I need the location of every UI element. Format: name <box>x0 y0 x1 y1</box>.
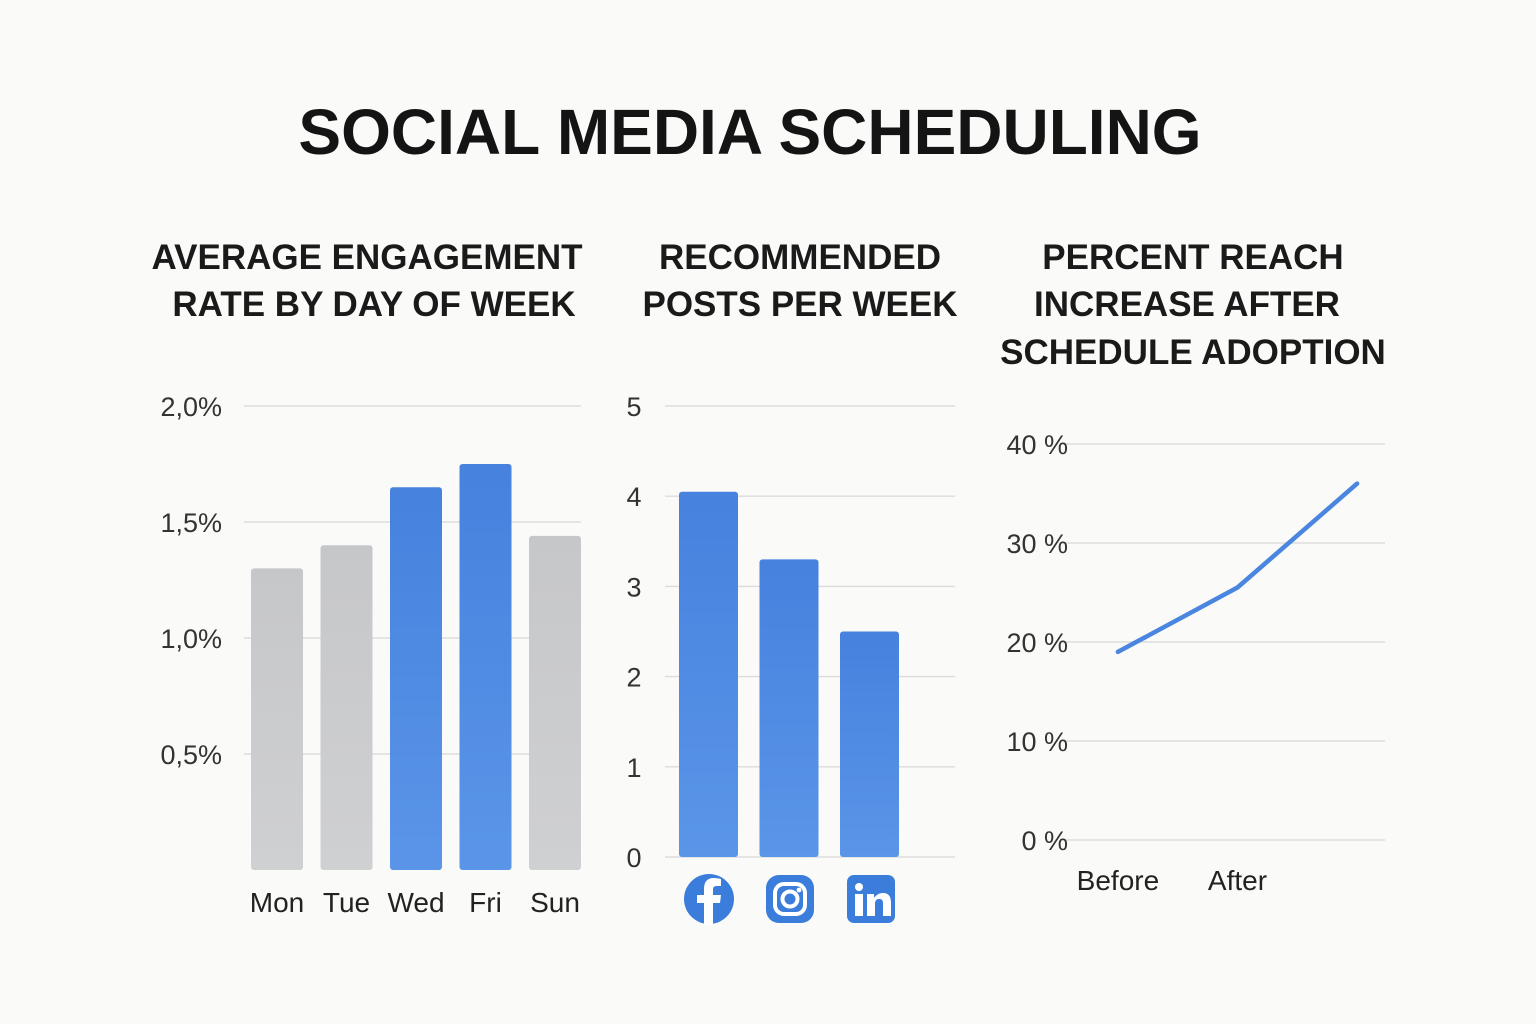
chart-title-line: POSTS PER WEEK <box>642 285 957 324</box>
reach-increase-chart: PERCENT REACH INCREASE AFTER SCHEDULE AD… <box>1000 238 1386 896</box>
chart-title-line: RATE BY DAY OF WEEK <box>172 285 575 324</box>
engagement-chart: AVERAGE ENGAGEMENT RATE BY DAY OF WEEK 0… <box>151 238 582 918</box>
y-tick-label: 10 % <box>1006 727 1068 757</box>
page-title: SOCIAL MEDIA SCHEDULING <box>298 96 1201 168</box>
linkedin-icon <box>847 875 895 923</box>
x-tick-label: Mon <box>250 887 304 918</box>
facebook-icon <box>684 874 734 925</box>
bar-facebook <box>679 491 738 857</box>
y-tick-label: 30 % <box>1006 529 1068 559</box>
x-tick-label: After <box>1208 865 1267 896</box>
instagram-icon <box>766 875 814 923</box>
y-tick-label: 5 <box>626 392 641 422</box>
y-tick-label: 0 <box>626 843 641 873</box>
y-tick-label: 40 % <box>1006 430 1068 460</box>
chart-title-line: SCHEDULE ADOPTION <box>1000 333 1386 372</box>
x-tick-label: Sun <box>530 887 580 918</box>
y-tick-label: 0 % <box>1021 826 1068 856</box>
posts-per-week-chart: RECOMMENDED POSTS PER WEEK 0 1 2 3 4 5 <box>626 238 958 925</box>
bar-linkedin <box>840 631 899 857</box>
x-tick-label: Before <box>1077 865 1160 896</box>
y-tick-label: 4 <box>626 482 641 512</box>
chart-title-line: RECOMMENDED <box>659 238 941 277</box>
y-tick-label: 2,0% <box>160 392 222 422</box>
x-tick-label: Fri <box>469 887 502 918</box>
y-tick-label: 20 % <box>1006 628 1068 658</box>
x-tick-label: Tue <box>323 887 370 918</box>
bar-sun <box>529 535 581 870</box>
chart-title-line: AVERAGE ENGAGEMENT <box>151 238 582 277</box>
reach-line <box>1115 481 1360 655</box>
bar-fri <box>459 464 512 870</box>
x-tick-label: Wed <box>387 887 444 918</box>
bar-tue <box>320 545 373 870</box>
y-tick-label: 3 <box>626 572 641 602</box>
chart-title-line: INCREASE AFTER <box>1034 285 1340 324</box>
y-tick-label: 0,5% <box>160 740 222 770</box>
bar-mon <box>251 568 303 870</box>
bar-wed <box>390 487 442 870</box>
bar-instagram <box>759 559 819 857</box>
y-tick-label: 1,5% <box>160 508 222 538</box>
chart-title-line: PERCENT REACH <box>1042 238 1343 277</box>
y-tick-label: 1,0% <box>160 624 222 654</box>
y-tick-label: 1 <box>626 753 641 783</box>
y-tick-label: 2 <box>626 663 641 693</box>
